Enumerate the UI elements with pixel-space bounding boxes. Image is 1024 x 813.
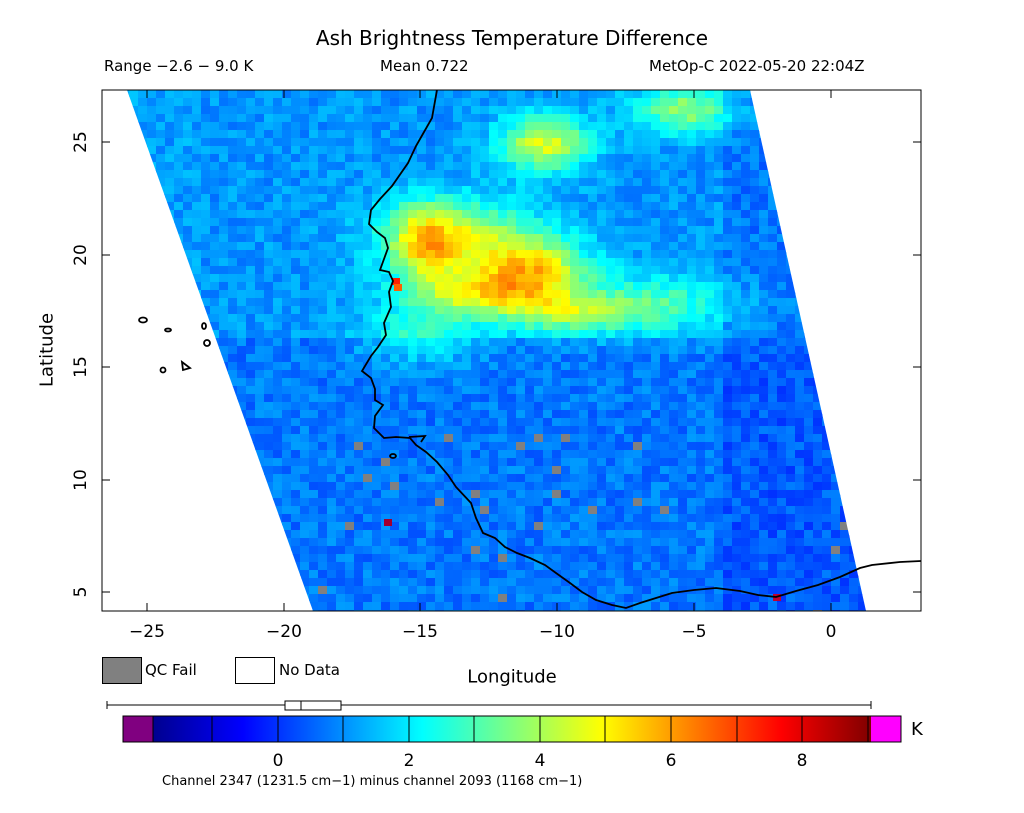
histogram-box: [284, 700, 342, 711]
mean-label: Mean 0.722: [380, 57, 469, 75]
x-tick-label: −20: [266, 622, 302, 642]
y-tick-label: 15: [71, 356, 91, 378]
x-tick-label: −5: [681, 622, 707, 642]
y-tick-label: 25: [71, 131, 91, 153]
colorbar-over: [871, 716, 901, 742]
ash-btd-swath: [127, 90, 866, 611]
colorbar-tick-label: 4: [534, 751, 546, 771]
no-data-swatch: [235, 657, 275, 684]
colorbar: [153, 716, 871, 742]
cape-verde-islands: [138, 316, 397, 459]
channel-footnote: Channel 2347 (1231.5 cm−1) minus channel…: [162, 774, 583, 789]
chart-title: Ash Brightness Temperature Difference: [315, 26, 709, 50]
axis-ticks: [102, 90, 921, 611]
colorbar-ticks: [152, 716, 869, 742]
colorbar-tick-label: 6: [665, 751, 677, 771]
colorbar-unit: K: [911, 719, 923, 740]
qc-fail-label: QC Fail: [145, 661, 197, 679]
y-tick-label: 10: [71, 469, 91, 491]
satellite-time-label: MetOp-C 2022-05-20 22:04Z: [649, 57, 865, 75]
y-tick-label: 20: [71, 244, 91, 266]
qc-fail-swatch: [102, 657, 142, 684]
x-tick-label: −25: [129, 622, 165, 642]
colorbar-under: [123, 716, 153, 742]
x-tick-label: −15: [402, 622, 438, 642]
y-axis-label: Latitude: [36, 312, 58, 388]
colorbar-tick-label: 8: [796, 751, 808, 771]
plot-frame: [101, 89, 922, 612]
y-tick-label: 5: [71, 586, 91, 598]
x-tick-label: −10: [539, 622, 575, 642]
coastline-bay: [408, 434, 427, 443]
x-tick-label: 0: [825, 622, 837, 642]
colorbar-tick-label: 0: [272, 751, 284, 771]
range-label: Range −2.6 − 9.0 K: [104, 57, 254, 75]
coastline: [360, 90, 921, 609]
colorbar-tick-label: 2: [403, 751, 415, 771]
x-axis-label: Longitude: [467, 666, 557, 688]
no-data-label: No Data: [279, 661, 340, 679]
